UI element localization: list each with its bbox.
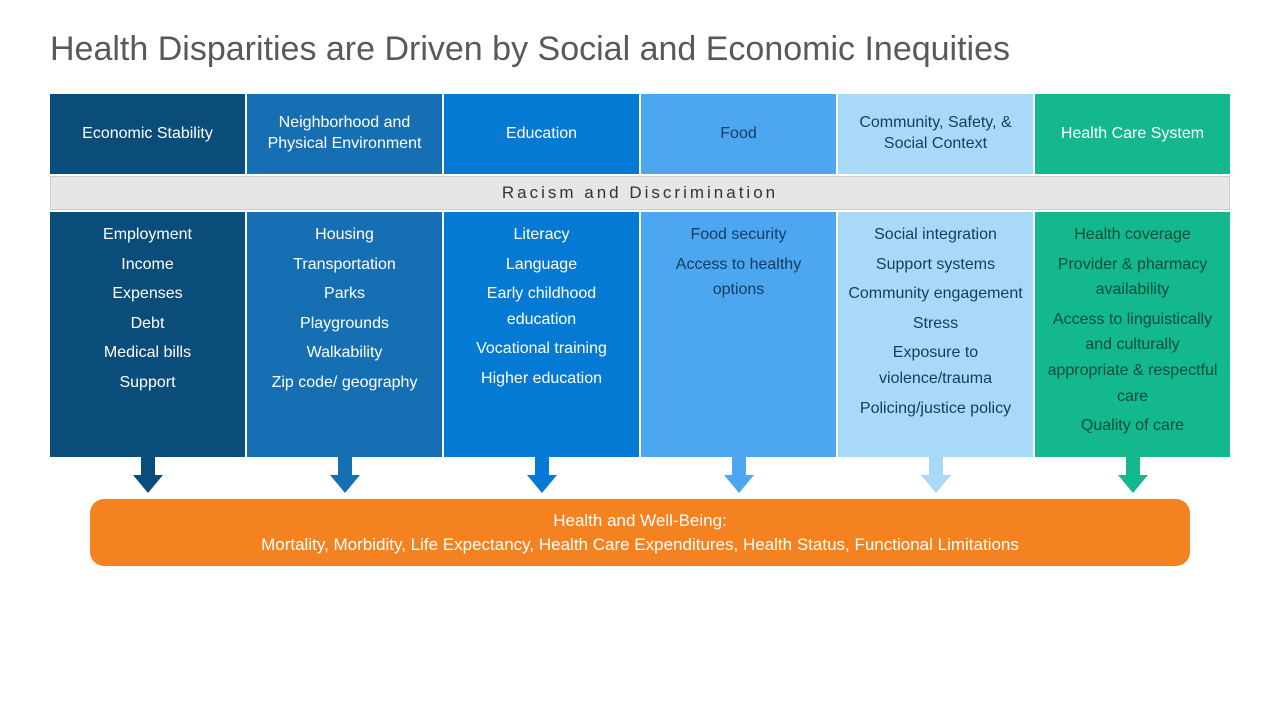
list-item: Literacy: [452, 222, 631, 248]
list-item: Employment: [58, 222, 237, 248]
list-item: Quality of care: [1043, 413, 1222, 439]
list-item: Medical bills: [58, 340, 237, 366]
list-item: Policing/justice policy: [846, 396, 1025, 422]
arrow-icon: [1118, 457, 1148, 493]
col-header-economic: Economic Stability: [50, 94, 245, 174]
arrow-icon: [527, 457, 557, 493]
list-item: Social integration: [846, 222, 1025, 248]
racism-discrimination-banner: Racism and Discrimination: [50, 176, 1230, 210]
list-item: Community engagement: [846, 281, 1025, 307]
slide-title: Health Disparities are Driven by Social …: [50, 30, 1230, 69]
list-item: Early childhood education: [452, 281, 631, 332]
list-item: Vocational training: [452, 336, 631, 362]
col-header-healthcare: Health Care System: [1035, 94, 1230, 174]
outcome-box: Health and Well-Being: Mortality, Morbid…: [90, 499, 1190, 567]
list-item: Expenses: [58, 281, 237, 307]
list-item: Language: [452, 252, 631, 278]
arrow-icon: [724, 457, 754, 493]
col-header-education: Education: [444, 94, 639, 174]
list-item: Access to linguistically and culturally …: [1043, 307, 1222, 409]
list-item: Access to healthy options: [649, 252, 828, 303]
arrow-icon: [921, 457, 951, 493]
list-item: Food security: [649, 222, 828, 248]
col-body-economic: Employment Income Expenses Debt Medical bill…: [50, 212, 245, 457]
arrow-icon: [330, 457, 360, 493]
col-body-neighborhood: Housing Transportation Parks Playgrounds Wal…: [247, 212, 442, 457]
list-item: Housing: [255, 222, 434, 248]
outcome-line2: Mortality, Morbidity, Life Expectancy, H…: [110, 533, 1170, 557]
arrow-row: [50, 457, 1230, 497]
arrow-icon: [133, 457, 163, 493]
col-header-community: Community, Safety, & Social Context: [838, 94, 1033, 174]
list-item: Stress: [846, 311, 1025, 337]
col-header-food: Food: [641, 94, 836, 174]
list-item: Support: [58, 370, 237, 396]
list-item: Provider & pharmacy availability: [1043, 252, 1222, 303]
list-item: Parks: [255, 281, 434, 307]
list-item: Health coverage: [1043, 222, 1222, 248]
col-header-neighborhood: Neighborhood and Physical Environment: [247, 94, 442, 174]
list-item: Walkability: [255, 340, 434, 366]
list-item: Transportation: [255, 252, 434, 278]
col-body-healthcare: Health coverage Provider & pharmacy avail…: [1035, 212, 1230, 457]
list-item: Income: [58, 252, 237, 278]
col-body-community: Social integration Support systems Communi…: [838, 212, 1033, 457]
list-item: Zip code/ geography: [255, 370, 434, 396]
list-item: Playgrounds: [255, 311, 434, 337]
col-body-education: Literacy Language Early childhood educatio…: [444, 212, 639, 457]
list-item: Exposure to violence/trauma: [846, 340, 1025, 391]
list-item: Support systems: [846, 252, 1025, 278]
outcome-line1: Health and Well-Being:: [110, 509, 1170, 533]
determinants-grid: Economic Stability Neighborhood and Phys…: [50, 94, 1230, 457]
list-item: Debt: [58, 311, 237, 337]
list-item: Higher education: [452, 366, 631, 392]
col-body-food: Food security Access to healthy options: [641, 212, 836, 457]
